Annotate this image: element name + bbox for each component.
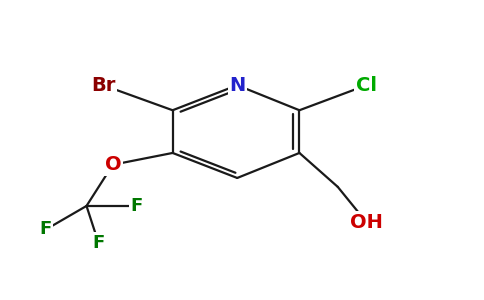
Text: O: O	[105, 155, 121, 174]
Text: Br: Br	[91, 76, 116, 95]
Text: OH: OH	[350, 213, 383, 232]
Text: Cl: Cl	[356, 76, 377, 95]
Text: F: F	[40, 220, 52, 238]
Text: N: N	[229, 76, 245, 95]
Text: F: F	[92, 234, 105, 252]
Text: F: F	[131, 197, 143, 215]
